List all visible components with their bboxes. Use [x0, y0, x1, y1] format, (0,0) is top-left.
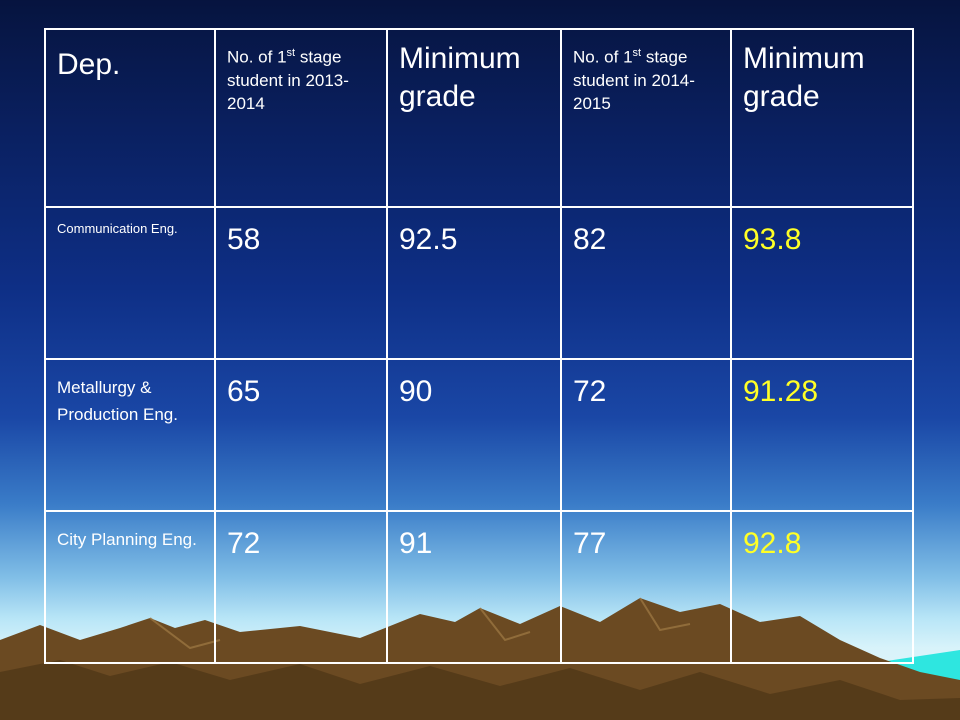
cell-min-grade-2014: 92.8	[730, 510, 914, 664]
cell-students-2014: 72	[560, 358, 732, 512]
header-dep: Dep.	[44, 28, 216, 208]
cell-min-grade-2014: 93.8	[730, 206, 914, 360]
cell-dept: Metallurgy & Production Eng.	[44, 358, 216, 512]
header-min-grade-2014: Minimum grade	[730, 28, 914, 208]
cell-dept: Communication Eng.	[44, 206, 216, 360]
cell-students-2014: 82	[560, 206, 732, 360]
header-students-2014: No. of 1st stage student in 2014-2015	[560, 28, 732, 208]
cell-min-grade-2013: 92.5	[386, 206, 562, 360]
header-students-2014-text: No. of 1st stage student in 2014-2015	[573, 47, 695, 113]
header-students-2013-text: No. of 1st stage student in 2013-2014	[227, 47, 349, 113]
cell-min-grade-2013: 90	[386, 358, 562, 512]
cell-students-2013: 58	[214, 206, 388, 360]
table-row: Metallurgy & Production Eng. 65 90 72 91…	[44, 358, 914, 512]
table-header-row: Dep. No. of 1st stage student in 2013-20…	[44, 28, 914, 208]
header-min-grade-2013: Minimum grade	[386, 28, 562, 208]
cell-min-grade-2014: 91.28	[730, 358, 914, 512]
cell-students-2013: 72	[214, 510, 388, 664]
table-row: Communication Eng. 58 92.5 82 93.8	[44, 206, 914, 360]
grade-table: Dep. No. of 1st stage student in 2013-20…	[44, 28, 914, 664]
cell-dept: City Planning Eng.	[44, 510, 216, 664]
cell-min-grade-2013: 91	[386, 510, 562, 664]
mountain-shadow	[0, 660, 960, 720]
header-students-2013: No. of 1st stage student in 2013-2014	[214, 28, 388, 208]
cell-students-2014: 77	[560, 510, 732, 664]
table-row: City Planning Eng. 72 91 77 92.8	[44, 510, 914, 664]
cell-students-2013: 65	[214, 358, 388, 512]
